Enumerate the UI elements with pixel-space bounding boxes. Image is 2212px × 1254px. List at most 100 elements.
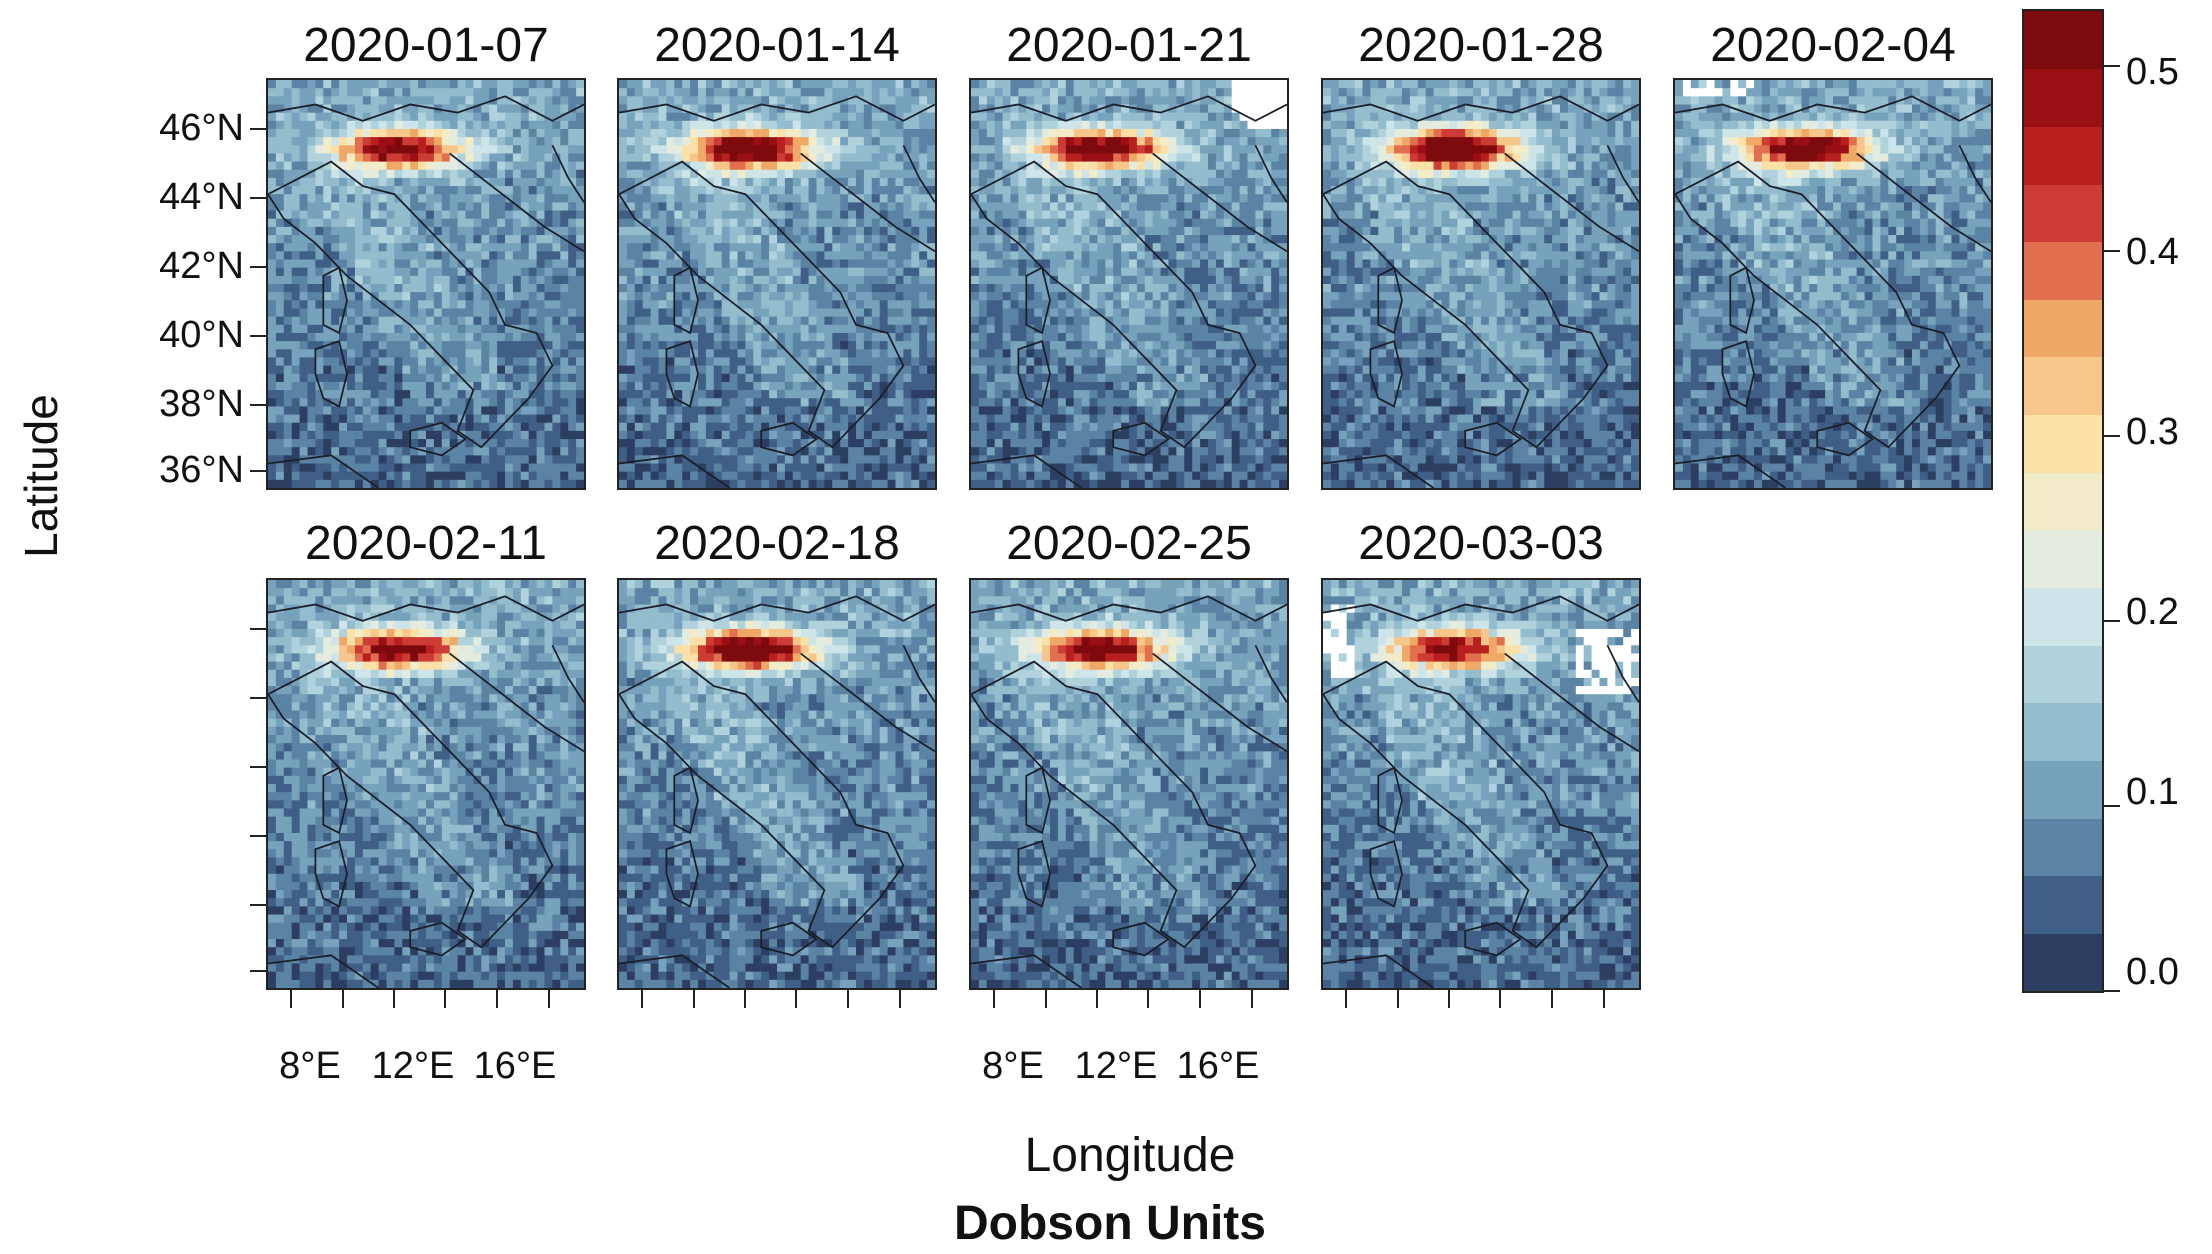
map-cell (576, 243, 584, 252)
map-cell (347, 422, 356, 432)
map-cell (777, 324, 786, 334)
map-cell (291, 112, 300, 122)
map-cell (887, 300, 896, 309)
map-cell (619, 259, 628, 269)
map-cell (512, 292, 522, 301)
map-panel (969, 78, 1289, 490)
map-cell (848, 186, 857, 195)
map-cell (1160, 177, 1169, 187)
map-cell (568, 226, 577, 236)
map-cell (737, 275, 746, 285)
map-cell (674, 112, 683, 122)
map-cell (512, 259, 522, 269)
map-cell (1121, 96, 1130, 105)
map-cell (705, 202, 715, 211)
map-cell (713, 455, 723, 464)
map-cell (465, 300, 474, 309)
map-cell (682, 300, 691, 309)
map-cell (911, 202, 920, 211)
map-cell (816, 120, 825, 130)
map-cell (824, 226, 833, 236)
map-cell (1239, 243, 1248, 252)
map-cell (642, 169, 651, 179)
map-cell (674, 439, 683, 448)
map-cell (512, 243, 522, 252)
map-cell (713, 284, 723, 293)
map-cell (1247, 96, 1256, 105)
map-cell (1263, 169, 1272, 179)
map-cell (816, 316, 825, 326)
map-cell (1136, 169, 1146, 179)
map-cell (1192, 202, 1201, 211)
map-cell (347, 447, 356, 456)
map-cell (402, 226, 411, 236)
map-cell (769, 406, 778, 415)
map-cell (394, 120, 403, 130)
map-cell (729, 88, 738, 97)
map-cell (674, 447, 683, 456)
map-cell (753, 161, 762, 171)
map-cell (1247, 226, 1256, 236)
map-cell (307, 422, 316, 432)
map-cell (378, 316, 387, 326)
map-cell (268, 145, 277, 154)
map-cell (682, 284, 691, 293)
map-cell (307, 275, 316, 285)
map-cell (808, 128, 817, 138)
colorbar-tick-label: 0.4 (2126, 231, 2179, 273)
map-cell (1129, 177, 1138, 187)
map-cell (1136, 88, 1146, 97)
map-cell (1026, 226, 1035, 236)
map-cell (1168, 80, 1177, 89)
map-cell (465, 308, 474, 318)
map-cell (489, 243, 498, 252)
map-cell (449, 479, 458, 488)
map-cell (1176, 251, 1185, 260)
map-cell (315, 120, 324, 130)
map-cell (1152, 235, 1161, 244)
map-cell (426, 145, 435, 154)
map-cell (698, 357, 707, 367)
map-cell (642, 308, 651, 318)
map-cell (840, 284, 849, 293)
map-cell (800, 414, 809, 424)
map-cell (1184, 153, 1193, 163)
map-cell (268, 137, 277, 146)
map-cell (1105, 177, 1114, 187)
map-cell (370, 308, 379, 318)
map-cell (832, 332, 841, 342)
map-cell (473, 251, 482, 260)
map-cell (457, 324, 466, 334)
map-cell (626, 104, 636, 114)
map-cell (713, 381, 723, 391)
map-cell (682, 88, 691, 97)
map-cell (682, 243, 691, 252)
map-cell (721, 275, 730, 285)
map-cell (1089, 88, 1098, 97)
map-cell (433, 169, 443, 179)
map-cell (402, 439, 411, 448)
map-cell (658, 390, 667, 399)
map-cell (275, 365, 285, 375)
map-cell (674, 96, 683, 105)
map-cell (402, 332, 411, 342)
map-cell (919, 137, 928, 146)
map-cell (1034, 202, 1043, 211)
map-cell (808, 161, 817, 171)
map-cell (441, 177, 451, 187)
map-cell (410, 243, 419, 252)
map-cell (362, 186, 372, 195)
map-cell (1050, 226, 1059, 236)
map-cell (512, 365, 522, 375)
map-cell (761, 137, 770, 146)
map-cell (505, 235, 514, 244)
map-cell (402, 471, 411, 481)
map-cell (729, 471, 738, 481)
map-cell (347, 479, 356, 488)
map-cell (729, 455, 738, 464)
map-cell (634, 235, 644, 244)
map-cell (1050, 145, 1059, 154)
map-cell (457, 161, 466, 171)
map-cell (619, 479, 628, 488)
map-cell (283, 357, 293, 367)
